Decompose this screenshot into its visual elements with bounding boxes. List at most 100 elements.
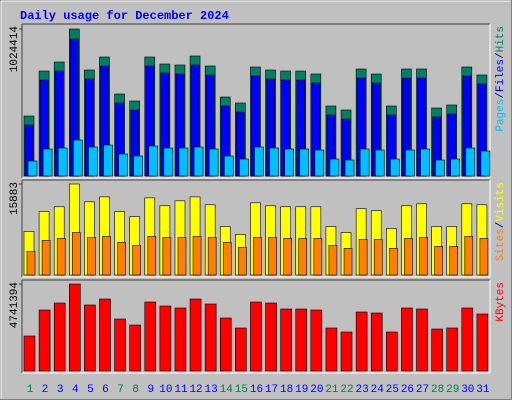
legend-entry: Hits — [495, 26, 507, 52]
bar — [189, 298, 202, 372]
bar — [99, 298, 111, 372]
x-tick-label: 22 — [340, 384, 353, 396]
bar — [435, 159, 445, 177]
bar — [174, 307, 187, 372]
bar — [253, 237, 262, 276]
bar — [147, 236, 157, 276]
x-tick-label: 17 — [265, 384, 278, 396]
bar — [476, 313, 489, 372]
x-tick-label: 14 — [220, 384, 234, 396]
legend-entry: Visits — [495, 182, 507, 222]
bar — [162, 237, 172, 276]
bar — [235, 327, 247, 372]
x-tick-label: 11 — [174, 384, 188, 396]
x-tick-label: 4 — [72, 384, 79, 396]
bar — [118, 153, 128, 177]
bar — [254, 146, 264, 177]
bar — [313, 238, 323, 276]
bar — [464, 236, 474, 276]
y-tick-label: 1024414 — [9, 26, 21, 73]
x-tick-label: 21 — [325, 384, 339, 396]
bar — [358, 239, 368, 276]
x-tick-label: 23 — [356, 384, 369, 396]
bar — [283, 238, 292, 276]
x-tick-label: 20 — [310, 384, 323, 396]
bar — [114, 318, 126, 372]
bar — [219, 317, 232, 372]
bar — [238, 247, 247, 276]
x-tick-label: 1 — [27, 384, 34, 396]
bar — [56, 238, 66, 276]
bar — [57, 147, 68, 177]
x-tick-label: 6 — [102, 384, 109, 396]
legend: Pages/Files/Hits — [495, 26, 507, 132]
bar — [280, 308, 292, 372]
bar — [250, 301, 262, 372]
bar — [159, 305, 172, 372]
chart-title: Daily usage for December 2024 — [20, 9, 229, 23]
bar — [386, 331, 398, 372]
legend-separator: / — [495, 222, 507, 229]
bar — [299, 148, 310, 177]
bar — [117, 242, 126, 276]
bar — [404, 238, 413, 276]
bar — [419, 237, 428, 276]
bar — [129, 324, 141, 372]
legend-entry: KBytes — [495, 282, 507, 322]
bar — [163, 147, 174, 177]
bar — [434, 246, 443, 276]
bar — [450, 158, 461, 177]
bar — [208, 148, 219, 177]
x-tick-label: 8 — [132, 384, 139, 396]
x-tick-label: 31 — [476, 384, 490, 396]
legend-entry: Files — [495, 59, 507, 92]
legend: KBytes — [495, 282, 507, 322]
bar — [72, 139, 83, 177]
y-tick-label: 4741394 — [9, 282, 21, 329]
bar — [265, 302, 277, 372]
x-tick-label: 16 — [250, 384, 263, 396]
bar — [344, 159, 355, 177]
bar — [314, 149, 325, 177]
y-tick-label: 15883 — [9, 182, 21, 215]
bar — [223, 155, 234, 177]
bar — [84, 304, 96, 372]
bar — [310, 309, 323, 372]
bar — [298, 238, 308, 276]
bar — [103, 144, 113, 177]
x-tick-label: 12 — [189, 384, 202, 396]
bar — [23, 335, 36, 372]
bar — [340, 331, 353, 372]
bar — [461, 307, 474, 372]
bar — [480, 150, 491, 177]
bar — [87, 237, 96, 276]
bar — [144, 301, 157, 372]
x-tick-label: 15 — [235, 384, 248, 396]
bar — [374, 149, 385, 177]
bar — [207, 237, 217, 276]
bar — [284, 148, 294, 177]
x-tick-label: 18 — [280, 384, 293, 396]
bar — [328, 245, 338, 276]
bar — [102, 236, 111, 276]
bar — [53, 302, 66, 372]
legend-separator: / — [495, 52, 507, 59]
bar — [177, 237, 187, 276]
bar — [38, 309, 51, 372]
x-tick-label: 25 — [386, 384, 399, 396]
x-tick-label: 2 — [42, 384, 49, 396]
bar — [222, 242, 232, 276]
bar — [449, 246, 459, 276]
bar — [431, 328, 443, 372]
bar — [359, 148, 370, 177]
x-tick-label: 27 — [416, 384, 429, 396]
bar — [390, 158, 400, 177]
bar — [88, 146, 98, 177]
bar — [239, 158, 249, 177]
bar — [41, 240, 51, 276]
legend-entry: Pages — [495, 99, 507, 132]
bar — [465, 147, 476, 177]
bar — [26, 250, 36, 276]
x-tick-label: 24 — [371, 384, 385, 396]
x-tick-label: 29 — [446, 384, 459, 396]
